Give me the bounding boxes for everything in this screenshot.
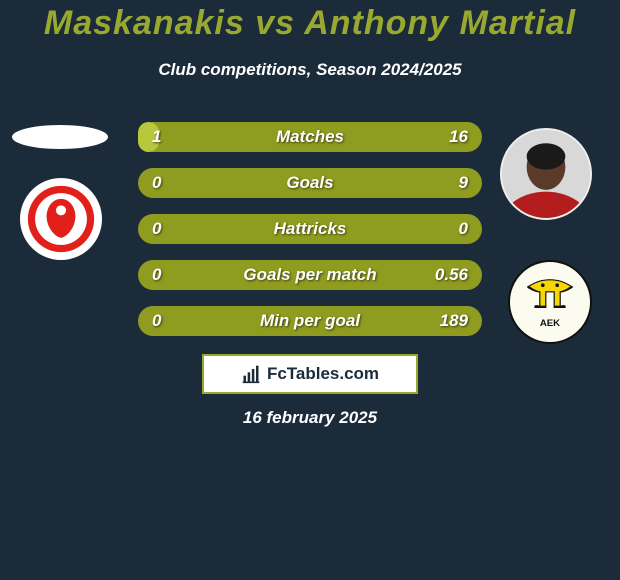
stat-value-left: 1 xyxy=(152,127,161,147)
stat-value-left: 0 xyxy=(152,173,161,193)
stats-bars: 1Matches160Goals90Hattricks00Goals per m… xyxy=(138,122,482,352)
page-subtitle: Club competitions, Season 2024/2025 xyxy=(0,60,620,80)
stat-label: Hattricks xyxy=(138,219,482,239)
comparison-infographic: Maskanakis vs Anthony Martial Club compe… xyxy=(0,0,620,580)
stat-value-right: 0.56 xyxy=(435,265,468,285)
stat-row: 1Matches16 xyxy=(138,122,482,152)
stat-row: 0Goals9 xyxy=(138,168,482,198)
svg-text:AEK: AEK xyxy=(540,318,560,329)
brand-watermark: FcTables.com xyxy=(202,354,418,394)
stat-value-right: 0 xyxy=(459,219,468,239)
player-right-avatar xyxy=(500,128,592,220)
stat-value-right: 16 xyxy=(449,127,468,147)
date-text: 16 february 2025 xyxy=(0,408,620,428)
stat-row: 0Goals per match0.56 xyxy=(138,260,482,290)
stat-label: Matches xyxy=(138,127,482,147)
club-right-badge-icon: AEK xyxy=(520,272,580,332)
stat-label: Min per goal xyxy=(138,311,482,331)
stat-value-right: 9 xyxy=(459,173,468,193)
club-right-badge: AEK xyxy=(508,260,592,344)
stat-label: Goals xyxy=(138,173,482,193)
stat-row: 0Min per goal189 xyxy=(138,306,482,336)
stat-value-left: 0 xyxy=(152,311,161,331)
stat-value-left: 0 xyxy=(152,265,161,285)
player-left-avatar xyxy=(12,125,108,149)
stat-value-right: 189 xyxy=(440,311,468,331)
page-title: Maskanakis vs Anthony Martial xyxy=(0,4,620,43)
club-left-badge-icon xyxy=(25,183,97,255)
stat-value-left: 0 xyxy=(152,219,161,239)
bar-chart-icon xyxy=(241,364,261,384)
stat-label: Goals per match xyxy=(138,265,482,285)
stat-row: 0Hattricks0 xyxy=(138,214,482,244)
club-left-badge xyxy=(20,178,102,260)
brand-text: FcTables.com xyxy=(267,364,379,384)
